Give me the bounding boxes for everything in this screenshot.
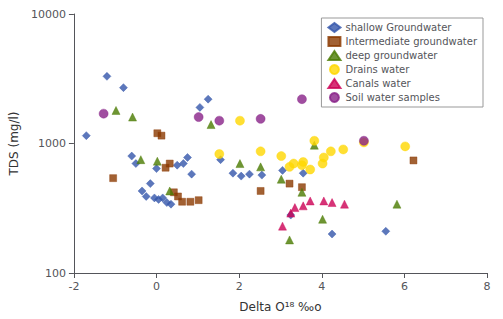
svg-text:100: 100 <box>45 267 66 280</box>
svg-text:2: 2 <box>236 280 243 293</box>
svg-text:Delta O¹⁸ ‰o: Delta O¹⁸ ‰o <box>239 300 321 314</box>
svg-text:Drains water: Drains water <box>345 64 410 75</box>
svg-text:4: 4 <box>318 280 325 293</box>
svg-text:6: 6 <box>401 280 408 293</box>
svg-text:shallow Groundwater: shallow Groundwater <box>345 22 452 33</box>
svg-text:Soil water samples: Soil water samples <box>345 92 439 103</box>
svg-text:Canals water: Canals water <box>345 78 411 89</box>
svg-text:deep groundwater: deep groundwater <box>345 50 438 61</box>
svg-text:0: 0 <box>153 280 160 293</box>
svg-text:Intermediate groundwater: Intermediate groundwater <box>345 36 477 47</box>
svg-text:-2: -2 <box>68 280 79 293</box>
svg-text:TDS (mg/l): TDS (mg/l) <box>7 111 21 176</box>
svg-text:8: 8 <box>484 280 491 293</box>
svg-text:1000: 1000 <box>38 137 66 150</box>
svg-text:10000: 10000 <box>31 8 66 21</box>
